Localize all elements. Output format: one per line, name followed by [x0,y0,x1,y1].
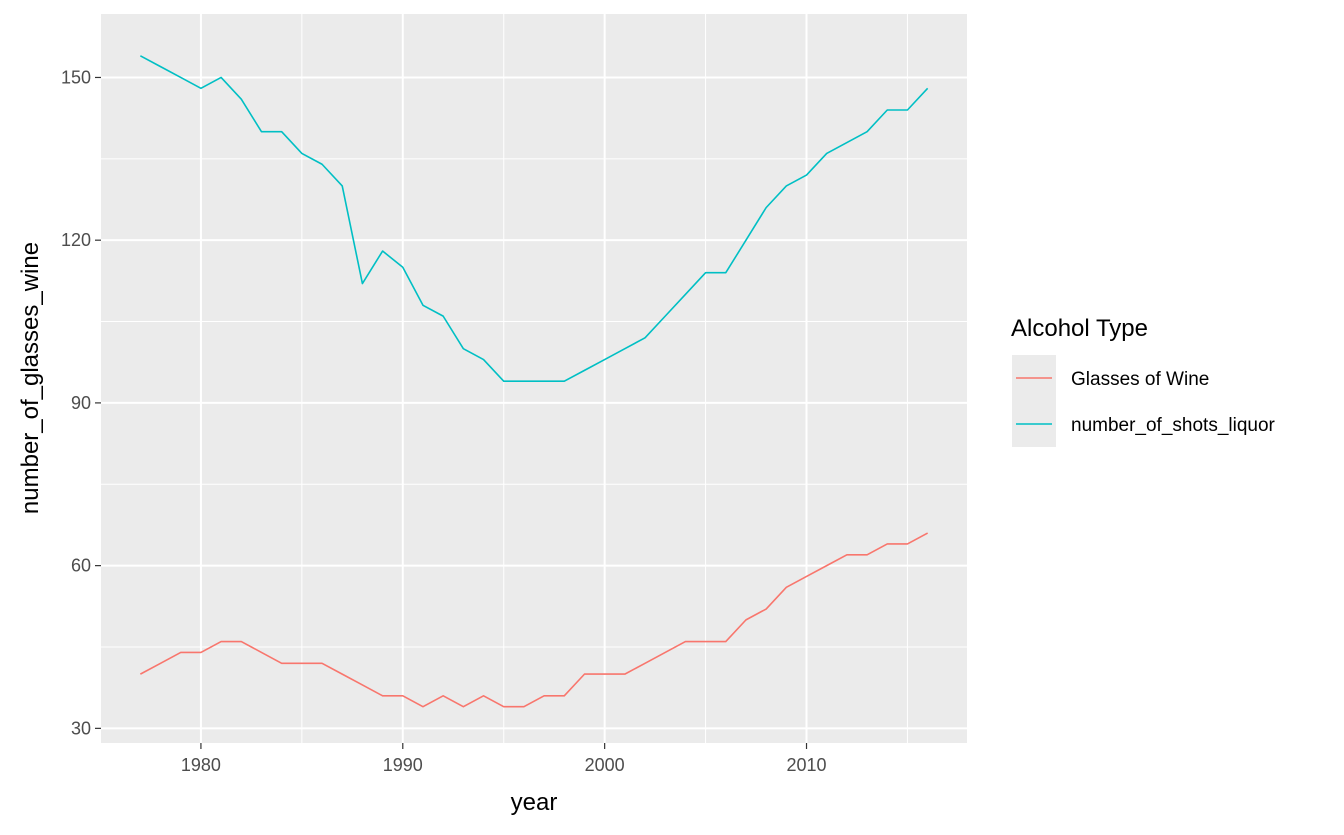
x-tick-label: 2010 [786,755,826,775]
x-tick-label: 1990 [383,755,423,775]
legend: Alcohol Type Glasses of Wine number_of_sh… [1011,315,1276,447]
series-line-number-of-shots-liquor [139,55,929,383]
x-axis-ticks: 1980 1990 2000 2010 [181,743,827,775]
legend-items: Glasses of Wine number_of_shots_liquor [1012,355,1276,447]
plot-panel [101,14,967,743]
y-tick-label: 30 [71,718,91,738]
series-lines [139,55,929,708]
x-tick-label: 2000 [585,755,625,775]
y-tick-label: 120 [61,230,91,250]
y-axis-title: number_of_glasses_wine [17,242,44,514]
legend-label: number_of_shots_liquor [1071,415,1276,436]
series-line-glasses-of-wine [139,532,929,708]
legend-label: Glasses of Wine [1071,369,1209,390]
legend-title: Alcohol Type [1011,315,1148,342]
y-tick-label: 60 [71,556,91,576]
y-tick-label: 90 [71,393,91,413]
x-tick-label: 1980 [181,755,221,775]
major-gridlines [101,14,967,743]
y-tick-label: 150 [61,67,91,87]
minor-gridlines [101,14,967,743]
x-axis-title: year [511,789,558,816]
y-axis-ticks: 30 60 90 120 150 [61,67,101,738]
